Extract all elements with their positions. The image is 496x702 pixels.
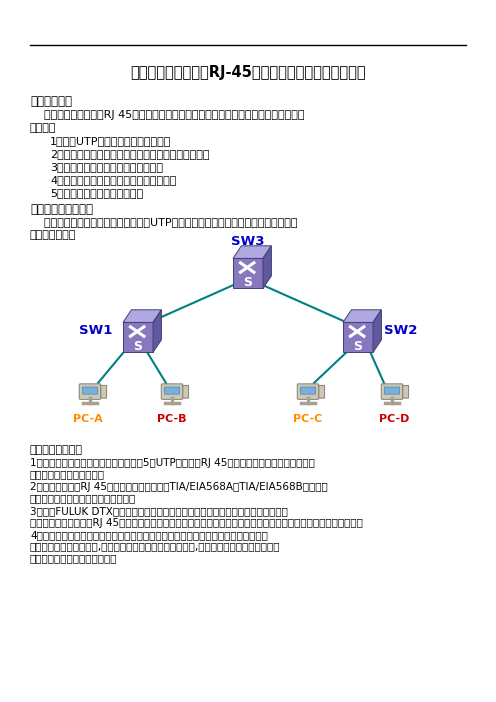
Text: 实践四：制作双绞线RJ-45连接头和网络互联设备的选择: 实践四：制作双绞线RJ-45连接头和网络互联设备的选择 bbox=[130, 65, 366, 80]
Text: S: S bbox=[133, 340, 142, 353]
Text: PC-A: PC-A bbox=[73, 414, 103, 424]
FancyBboxPatch shape bbox=[301, 387, 315, 394]
Text: 3、使用FULUK DTX网络测试仪分别对所制作的直通线和交叉线进行测试，测试方法: 3、使用FULUK DTX网络测试仪分别对所制作的直通线和交叉线进行测试，测试方… bbox=[30, 506, 288, 516]
Text: 通过实践掌握双绞线RJ 45连接头的制作，以及网络互联设备的选择。本次实践的主要: 通过实践掌握双绞线RJ 45连接头的制作，以及网络互联设备的选择。本次实践的主要 bbox=[30, 110, 305, 120]
Polygon shape bbox=[233, 246, 271, 258]
FancyBboxPatch shape bbox=[319, 385, 324, 398]
FancyBboxPatch shape bbox=[297, 384, 319, 399]
Text: 4、记录操作过程中相关参数并进行分析。: 4、记录操作过程中相关参数并进行分析。 bbox=[50, 175, 177, 185]
Polygon shape bbox=[373, 310, 381, 352]
Text: 剥线钳一把，测试仪一套。: 剥线钳一把，测试仪一套。 bbox=[30, 470, 105, 479]
Text: 3、按要求进行连线并配置网络设备。: 3、按要求进行连线并配置网络设备。 bbox=[50, 162, 163, 172]
Polygon shape bbox=[343, 322, 373, 352]
FancyBboxPatch shape bbox=[101, 385, 107, 398]
Text: 【实践目的】: 【实践目的】 bbox=[30, 95, 72, 108]
FancyBboxPatch shape bbox=[82, 387, 98, 394]
Text: PC-D: PC-D bbox=[379, 414, 409, 424]
Text: PC-C: PC-C bbox=[293, 414, 322, 424]
Text: 为：分别作好直通线的RJ 45连接头插入网络测试仪的主机，另一端插入网络测试仪的智能远端，进行连通状况测试。: 为：分别作好直通线的RJ 45连接头插入网络测试仪的主机，另一端插入网络测试仪的… bbox=[30, 517, 363, 527]
FancyBboxPatch shape bbox=[183, 385, 188, 398]
Text: 实践环境和步骤：: 实践环境和步骤： bbox=[30, 445, 83, 455]
Text: SW3: SW3 bbox=[231, 235, 265, 248]
FancyBboxPatch shape bbox=[165, 387, 180, 394]
FancyBboxPatch shape bbox=[161, 384, 183, 399]
Polygon shape bbox=[343, 310, 381, 322]
Text: 目的是：: 目的是： bbox=[30, 123, 57, 133]
Text: 否则换另一条双绞线进行测试。: 否则换另一条双绞线进行测试。 bbox=[30, 553, 118, 563]
Polygon shape bbox=[123, 322, 153, 352]
FancyBboxPatch shape bbox=[384, 387, 400, 394]
Text: PC-B: PC-B bbox=[157, 414, 187, 424]
Polygon shape bbox=[123, 310, 161, 322]
FancyBboxPatch shape bbox=[381, 384, 403, 399]
Text: 5、学会网络互联设备的选择。: 5、学会网络互联设备的选择。 bbox=[50, 188, 143, 198]
Text: 【实践内容与步骤】: 【实践内容与步骤】 bbox=[30, 203, 93, 216]
Polygon shape bbox=[263, 246, 271, 289]
Polygon shape bbox=[153, 310, 161, 352]
Text: S: S bbox=[244, 276, 252, 289]
Text: 2、接照双绞线与RJ 45连接头的接线标准，即TIA/EIA568A和TIA/EIA568B的两个标: 2、接照双绞线与RJ 45连接头的接线标准，即TIA/EIA568A和TIA/E… bbox=[30, 482, 328, 492]
Polygon shape bbox=[233, 258, 263, 289]
FancyBboxPatch shape bbox=[79, 384, 101, 399]
FancyBboxPatch shape bbox=[403, 385, 409, 398]
Text: SW2: SW2 bbox=[384, 324, 417, 338]
Text: 根据上一章的实践项目，按下图制作UTP直通线、交叉线，并进行相关网络互联设备: 根据上一章的实践项目，按下图制作UTP直通线、交叉线，并进行相关网络互联设备 bbox=[30, 217, 298, 227]
Text: 中的一条连接两台交换机,这时注意观察接接口对应的指示灯,如果指示灯亮表示连接正常，: 中的一条连接两台交换机,这时注意观察接接口对应的指示灯,如果指示灯亮表示连接正常… bbox=[30, 541, 281, 552]
Text: 1、掌握UTP直通线、交叉线的制作。: 1、掌握UTP直通线、交叉线的制作。 bbox=[50, 136, 172, 146]
Text: 2、验证网络设备配置的正确性，测试网络的连通性。: 2、验证网络设备配置的正确性，测试网络的连通性。 bbox=[50, 149, 209, 159]
Text: SW1: SW1 bbox=[79, 324, 112, 338]
Text: 4、先制作两条用于测试的双绞线，其中一条是直通线，另一条是交叉线。之后，用其: 4、先制作两条用于测试的双绞线，其中一条是直通线，另一条是交叉线。之后，用其 bbox=[30, 530, 268, 540]
Text: 准，分别进行直通线、交叉线的制作。: 准，分别进行直通线、交叉线的制作。 bbox=[30, 494, 136, 503]
Text: 的选择与连通。: 的选择与连通。 bbox=[30, 230, 76, 240]
Text: 1、根据要求，分组进行实践，每组配给5类UTP若干米，RJ 45接头若干个，双绞线压钳一把，: 1、根据要求，分组进行实践，每组配给5类UTP若干米，RJ 45接头若干个，双绞… bbox=[30, 458, 315, 468]
Text: S: S bbox=[354, 340, 363, 353]
